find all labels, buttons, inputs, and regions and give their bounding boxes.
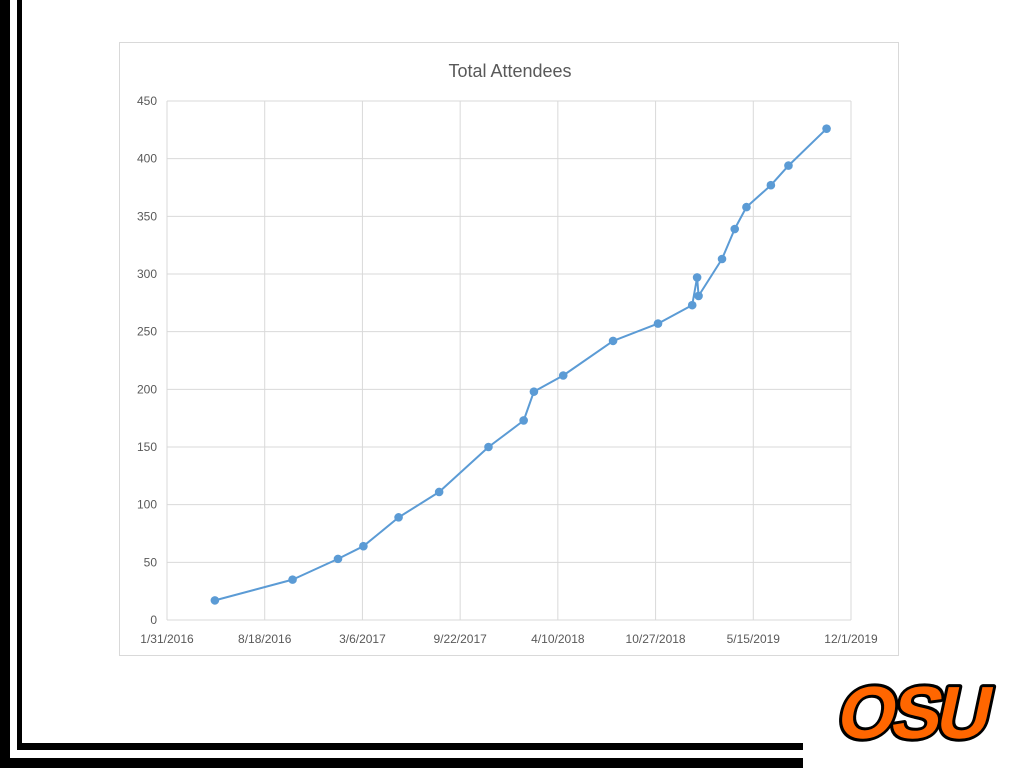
data-point bbox=[766, 180, 776, 190]
data-point bbox=[210, 596, 220, 605]
x-tick-label: 5/15/2019 bbox=[727, 632, 781, 646]
chart-area: Total Attendees 0 50 100 150 200 250 300 350 400… bbox=[119, 42, 899, 656]
frame-bottom-outer-bar bbox=[0, 758, 803, 768]
data-point bbox=[434, 487, 444, 497]
data-point bbox=[784, 161, 793, 170]
y-tick-label: 250 bbox=[137, 325, 157, 339]
x-tick-label: 1/31/2016 bbox=[140, 632, 194, 646]
chart-title: Total Attendees bbox=[448, 61, 571, 81]
frame-left-inner-bar bbox=[17, 0, 22, 748]
y-tick-label: 0 bbox=[150, 613, 157, 627]
y-tick-label: 450 bbox=[137, 94, 157, 108]
x-tick-label: 9/22/2017 bbox=[433, 632, 487, 646]
line-chart: Total Attendees 0 50 100 150 200 250 300 350 400… bbox=[137, 61, 878, 646]
data-point bbox=[558, 371, 568, 380]
osu-logo: OSU bbox=[830, 668, 998, 756]
y-tick-label: 50 bbox=[144, 555, 158, 569]
data-point bbox=[687, 300, 697, 310]
data-point bbox=[822, 124, 831, 133]
data-point bbox=[359, 541, 368, 551]
osu-logo-wordmark: OSU bbox=[831, 671, 997, 754]
data-point bbox=[694, 291, 703, 301]
x-tick-label: 3/6/2017 bbox=[339, 632, 386, 646]
x-tick-label: 10/27/2018 bbox=[626, 632, 686, 646]
series-points bbox=[210, 124, 831, 605]
frame-bottom-inner-bar bbox=[17, 743, 803, 750]
data-point bbox=[484, 442, 493, 452]
data-point bbox=[394, 513, 403, 522]
data-point bbox=[742, 202, 751, 212]
y-tick-label: 350 bbox=[137, 209, 157, 223]
series-line-0 bbox=[214, 127, 828, 602]
y-tick-label: 100 bbox=[137, 498, 157, 512]
data-point bbox=[519, 416, 528, 425]
y-tick-label: 200 bbox=[137, 382, 157, 396]
y-tick-label: 400 bbox=[137, 152, 157, 166]
data-point bbox=[529, 387, 539, 396]
y-tick-label: 300 bbox=[137, 267, 157, 281]
series-line bbox=[214, 127, 828, 602]
data-point bbox=[717, 254, 727, 264]
data-point bbox=[730, 224, 740, 234]
gridlines bbox=[166, 100, 852, 621]
data-point bbox=[608, 336, 618, 346]
y-axis-tick-labels: 0 50 100 150 200 250 300 350 400 450 bbox=[137, 94, 157, 627]
data-point bbox=[333, 554, 343, 564]
x-tick-label: 12/1/2019 bbox=[824, 632, 878, 646]
x-tick-label: 8/18/2016 bbox=[238, 632, 292, 646]
x-tick-label: 4/10/2018 bbox=[531, 632, 585, 646]
y-tick-label: 150 bbox=[137, 440, 157, 454]
x-axis-tick-labels: 1/31/2016 8/18/2016 3/6/2017 9/22/2017 4/10/… bbox=[140, 632, 878, 646]
data-point bbox=[288, 575, 297, 584]
data-point bbox=[692, 273, 702, 282]
data-point bbox=[653, 319, 663, 328]
frame-left-outer-bar bbox=[0, 0, 10, 768]
